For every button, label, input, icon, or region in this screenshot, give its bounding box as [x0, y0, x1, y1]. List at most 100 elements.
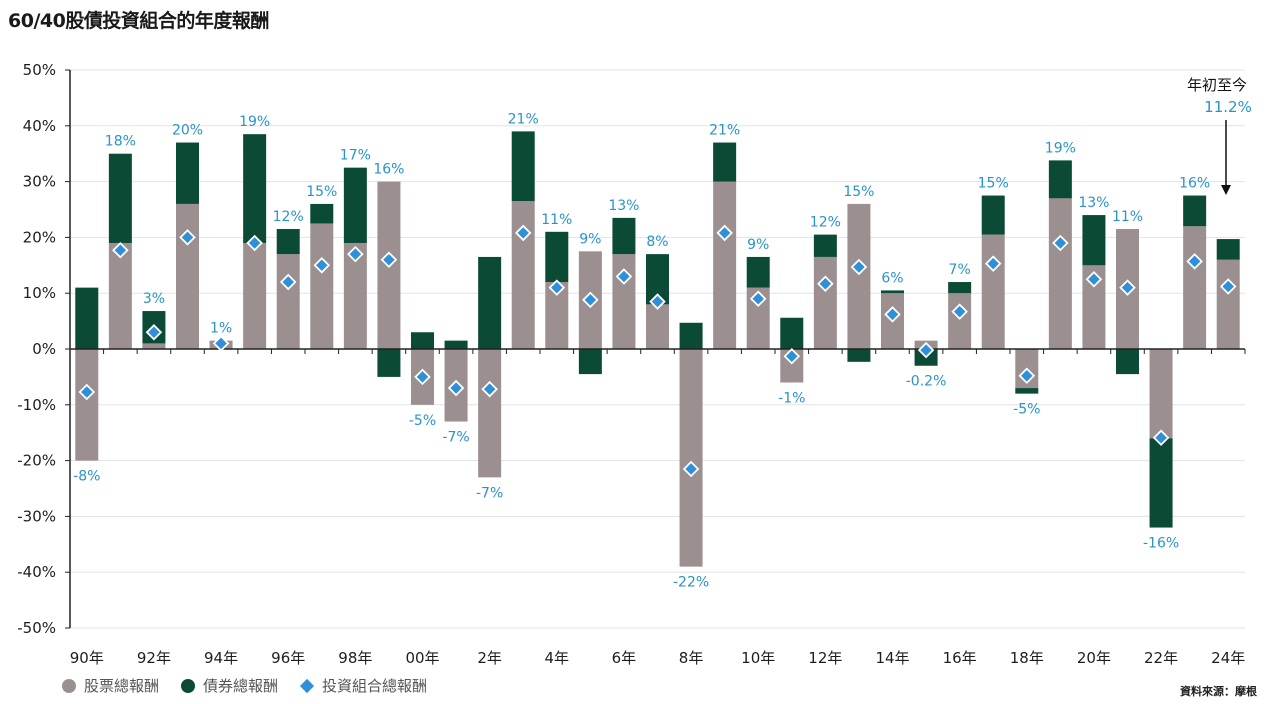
x-tick-label: 6年 — [612, 649, 637, 667]
portfolio-diamond — [246, 234, 263, 252]
bond-bar — [176, 142, 199, 204]
stock-bar — [646, 304, 669, 349]
stock-bar — [1149, 349, 1173, 439]
x-tick-label: 2年 — [477, 649, 502, 667]
portfolio-diamond — [447, 379, 465, 397]
portfolio-diamond — [481, 380, 498, 398]
ytd-annotation-title: 年初至今 — [1187, 76, 1247, 94]
y-axis-ticks: 50% 40% 30% 20% 10% 0% -10% -20% -30% -40% -50% — [17, 61, 56, 637]
stock-bar — [545, 282, 569, 349]
data-label: -0.2% — [906, 374, 947, 390]
bond-bar — [108, 153, 132, 243]
y-tick-label: 50% — [23, 61, 56, 79]
bond-bar — [276, 229, 300, 255]
portfolio-diamond — [850, 258, 868, 276]
portfolio-diamond — [649, 293, 666, 310]
stock-bar — [343, 242, 367, 349]
data-label: 16% — [1179, 176, 1210, 192]
data-label: 13% — [608, 198, 639, 214]
legend-item-bonds: 債券總報酬 — [181, 675, 278, 696]
legend-item-portfolio: 投資組合總報酬 — [299, 675, 428, 696]
bond-bar — [847, 349, 871, 362]
legend-item-stocks: 股票總報酬 — [62, 675, 159, 696]
portfolio-diamond — [1219, 278, 1237, 295]
portfolio-markers — [78, 224, 1237, 478]
y-tick-label: -10% — [17, 396, 56, 414]
data-labels: -8%18%3%20%1%19%12%15%17%16%-5%-7%-7%21%… — [73, 111, 1210, 590]
portfolio-diamond — [783, 347, 801, 365]
portfolio-diamond — [582, 291, 599, 309]
stock-bar — [511, 201, 535, 349]
x-tick-label: 20年 — [1077, 649, 1111, 667]
x-tick-label: 8年 — [679, 649, 704, 667]
portfolio-diamond — [615, 268, 633, 285]
y-tick-label: 10% — [23, 284, 56, 302]
data-label: 9% — [579, 231, 601, 247]
stock-bar — [108, 242, 132, 349]
data-label: 20% — [172, 123, 203, 139]
data-label: 9% — [747, 237, 769, 253]
stock-bar — [243, 242, 267, 349]
legend: 股票總報酬 債券總報酬 投資組合總報酬 — [62, 675, 427, 696]
x-tick-label: 96年 — [271, 649, 305, 667]
y-tick-label: -40% — [17, 563, 56, 581]
portfolio-diamond — [313, 257, 331, 274]
source-note: 資料來源：摩根 — [1180, 685, 1257, 698]
portfolio-diamond — [380, 251, 398, 268]
bond-bar — [75, 287, 99, 349]
data-label: 6% — [881, 270, 903, 286]
x-tick-label: 4年 — [545, 649, 570, 667]
stock-bar — [1183, 226, 1207, 349]
legend-label-portfolio: 投資組合總報酬 — [322, 677, 428, 695]
data-label: 18% — [105, 134, 136, 150]
stock-bar — [948, 293, 972, 349]
portfolio-diamond — [682, 460, 700, 478]
x-axis-ticks: 90年 92年 94年 96年 98年 00年 2年 4年 6年 8年 10年 12年 14年 16年 18… — [70, 649, 1246, 667]
data-label: -5% — [409, 413, 436, 429]
portfolio-diamond — [951, 303, 968, 320]
portfolio-diamond — [1018, 367, 1036, 385]
bond-bar — [1216, 239, 1240, 260]
bond-bar — [981, 195, 1005, 235]
data-label: -7% — [476, 485, 503, 501]
legend-circle-icon — [62, 678, 76, 693]
portfolio-diamond — [179, 229, 196, 246]
portfolio-diamond — [1052, 234, 1069, 252]
portfolio-diamond — [414, 368, 431, 386]
axes — [65, 69, 1246, 629]
data-label: -1% — [778, 390, 805, 406]
portfolio-diamond — [716, 224, 733, 242]
y-tick-label: -50% — [17, 619, 56, 637]
bond-bar — [746, 256, 770, 288]
x-tick-label: 12年 — [808, 649, 842, 667]
portfolio-diamond — [548, 279, 566, 296]
portfolio-diamond — [1119, 279, 1136, 296]
bond-bar — [612, 217, 636, 255]
data-label: 11% — [1112, 209, 1143, 225]
data-label: -7% — [442, 430, 469, 446]
bond-bar — [1116, 349, 1139, 375]
data-label: -22% — [673, 575, 709, 591]
stock-bar — [478, 349, 502, 478]
x-tick-label: 90年 — [70, 649, 104, 667]
bond-bar — [343, 167, 367, 243]
x-tick-label: 22年 — [1144, 649, 1178, 667]
bond-bar — [377, 349, 401, 377]
bars — [75, 131, 1240, 567]
stock-bar — [1048, 198, 1072, 349]
portfolio-diamond — [817, 275, 834, 292]
stock-bar — [847, 203, 871, 349]
portfolio-diamond — [112, 241, 129, 259]
portfolio-diamond — [884, 306, 901, 323]
bond-bar — [578, 349, 602, 375]
portfolio-diamond — [749, 290, 767, 308]
data-label: 1% — [210, 321, 232, 337]
y-tick-label: 0% — [32, 340, 56, 358]
y-tick-label: -30% — [17, 507, 56, 525]
portfolio-diamond — [212, 335, 230, 352]
data-label: 16% — [373, 162, 404, 178]
x-tick-label: 14年 — [875, 649, 909, 667]
portfolio-diamond — [514, 224, 532, 242]
portfolio-diamond — [78, 383, 96, 401]
